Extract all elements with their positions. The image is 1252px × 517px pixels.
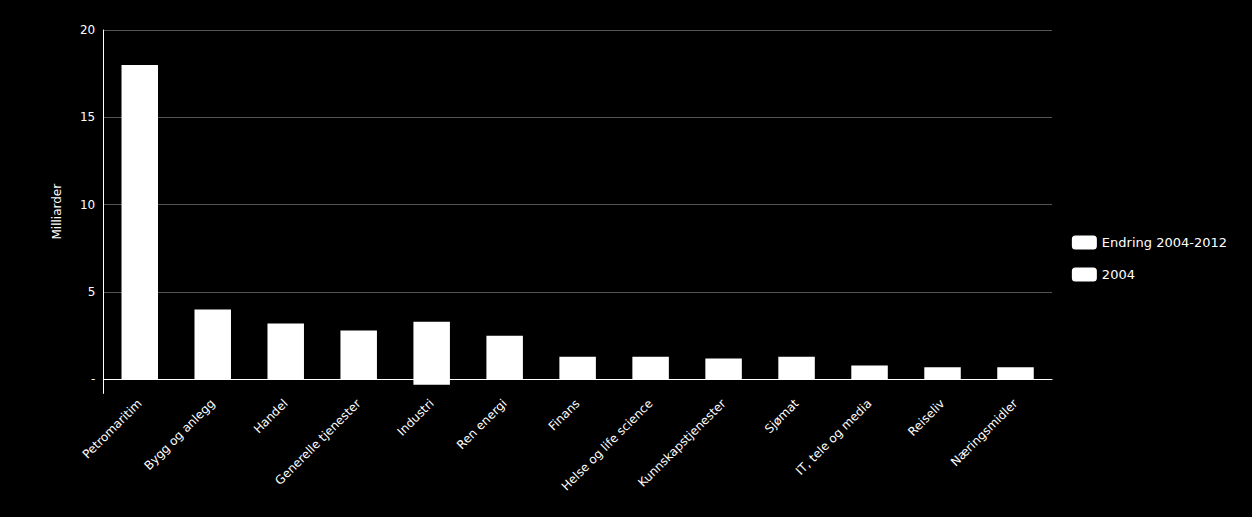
svg-text:20: 20	[80, 23, 95, 37]
svg-text:Endring 2004-2012: Endring 2004-2012	[1102, 235, 1227, 250]
svg-text:Milliarder: Milliarder	[50, 184, 64, 240]
svg-text:Næringsmidler: Næringsmidler	[948, 396, 1021, 469]
svg-text:Helse og life science: Helse og life science	[558, 396, 656, 494]
svg-text:Handel: Handel	[251, 396, 291, 436]
svg-text:-: -	[91, 372, 95, 386]
svg-text:Reiseliv: Reiseliv	[905, 396, 947, 438]
svg-text:Kunnskapstjenester: Kunnskapstjenester	[635, 396, 728, 489]
svg-text:Industri: Industri	[395, 396, 437, 438]
svg-text:Generelle tjenester: Generelle tjenester	[272, 396, 363, 487]
svg-text:Petromaritim: Petromaritim	[80, 396, 145, 461]
svg-text:Sjømat: Sjømat	[762, 396, 802, 436]
svg-text:2004: 2004	[1102, 267, 1135, 282]
svg-text:15: 15	[80, 110, 95, 124]
svg-text:Finans: Finans	[546, 396, 583, 433]
svg-text:Bygg og anlegg: Bygg og anlegg	[141, 396, 217, 472]
svg-text:Ren energi: Ren energi	[454, 396, 510, 452]
svg-text:5: 5	[88, 285, 96, 299]
svg-text:IT, tele og media: IT, tele og media	[793, 396, 874, 477]
svg-text:10: 10	[80, 198, 95, 212]
